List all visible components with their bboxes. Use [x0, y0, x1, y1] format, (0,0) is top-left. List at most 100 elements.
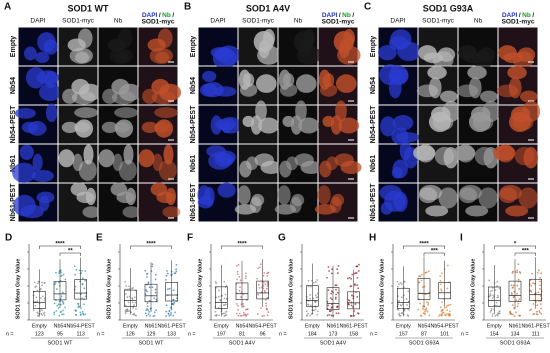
cell — [215, 118, 237, 131]
data-point — [352, 306, 354, 308]
data-point — [43, 311, 46, 314]
column-header: SOD1-myc — [422, 18, 455, 25]
data-point — [175, 268, 178, 271]
cell — [38, 83, 62, 102]
data-point — [263, 315, 265, 317]
data-point — [60, 310, 63, 313]
significance-bracket — [221, 245, 263, 249]
n-value: 87 — [421, 331, 427, 337]
data-point — [307, 312, 309, 315]
cell — [427, 65, 447, 80]
cell — [69, 47, 93, 64]
data-point — [53, 313, 56, 316]
data-point — [266, 283, 269, 286]
data-point — [492, 294, 495, 297]
data-point — [491, 289, 494, 292]
column-header: DAPI — [390, 18, 405, 25]
data-point — [496, 280, 499, 283]
cell — [474, 146, 495, 166]
data-point — [532, 282, 534, 285]
data-point — [81, 283, 84, 286]
data-point — [239, 286, 241, 289]
data-point — [61, 291, 64, 294]
data-point — [426, 310, 429, 313]
data-point — [169, 306, 172, 309]
plot-letter: I — [460, 233, 463, 244]
data-point — [41, 281, 43, 284]
category-label: Nb61-PEST — [522, 323, 550, 329]
data-point — [242, 303, 245, 305]
box — [256, 280, 269, 300]
cell — [263, 29, 275, 47]
box — [165, 282, 178, 302]
cell — [32, 153, 43, 172]
box — [397, 287, 410, 309]
data-point — [41, 309, 43, 312]
data-point — [262, 274, 265, 277]
data-point — [496, 305, 499, 307]
data-point — [165, 279, 167, 281]
data-point — [245, 275, 247, 278]
data-point — [326, 276, 328, 279]
box — [347, 291, 360, 310]
data-point — [490, 308, 493, 310]
data-point — [516, 284, 519, 287]
cell — [507, 65, 527, 80]
data-point — [337, 265, 340, 267]
data-point — [330, 290, 333, 293]
data-point — [448, 314, 451, 317]
data-point — [427, 303, 429, 306]
data-point — [215, 286, 218, 289]
data-point — [529, 309, 531, 312]
data-point — [245, 299, 248, 301]
data-point — [519, 314, 521, 317]
data-point — [77, 303, 80, 306]
merge-label-part: DAPI — [322, 12, 338, 19]
data-point — [491, 315, 494, 317]
data-point — [496, 296, 499, 299]
data-point — [313, 309, 316, 312]
cell — [114, 107, 138, 119]
data-point — [124, 304, 127, 307]
data-point — [124, 281, 127, 283]
data-point — [397, 303, 400, 306]
data-point — [511, 272, 514, 274]
significance-bracket — [403, 245, 445, 249]
data-point — [131, 301, 134, 304]
data-point — [511, 313, 514, 316]
cell — [463, 52, 484, 64]
data-point — [305, 310, 308, 313]
data-point — [33, 281, 36, 284]
cell — [141, 121, 158, 134]
data-point — [41, 314, 43, 316]
data-point — [398, 312, 401, 315]
data-point — [222, 304, 225, 306]
data-point — [245, 272, 247, 275]
data-point — [223, 280, 226, 283]
data-point — [236, 304, 239, 307]
row-label: Nb54 — [370, 77, 377, 94]
data-point — [424, 310, 427, 313]
cell — [329, 196, 342, 214]
cell — [150, 182, 168, 196]
data-point — [312, 297, 315, 300]
data-point — [336, 272, 339, 274]
data-point — [517, 302, 520, 305]
cell — [204, 186, 215, 206]
data-point — [329, 297, 332, 299]
data-point — [516, 292, 518, 295]
data-point — [533, 299, 536, 302]
data-point — [316, 310, 319, 313]
data-point — [357, 287, 360, 290]
category-label: Nb54 — [54, 323, 67, 329]
data-point — [424, 271, 427, 274]
data-point — [309, 297, 311, 300]
data-point — [146, 290, 148, 293]
data-point — [440, 314, 443, 317]
cell — [505, 205, 529, 217]
data-point — [427, 270, 430, 273]
category-label: Nb61 — [327, 323, 340, 329]
data-point — [517, 263, 520, 266]
data-point — [238, 312, 241, 315]
data-point — [334, 298, 337, 300]
